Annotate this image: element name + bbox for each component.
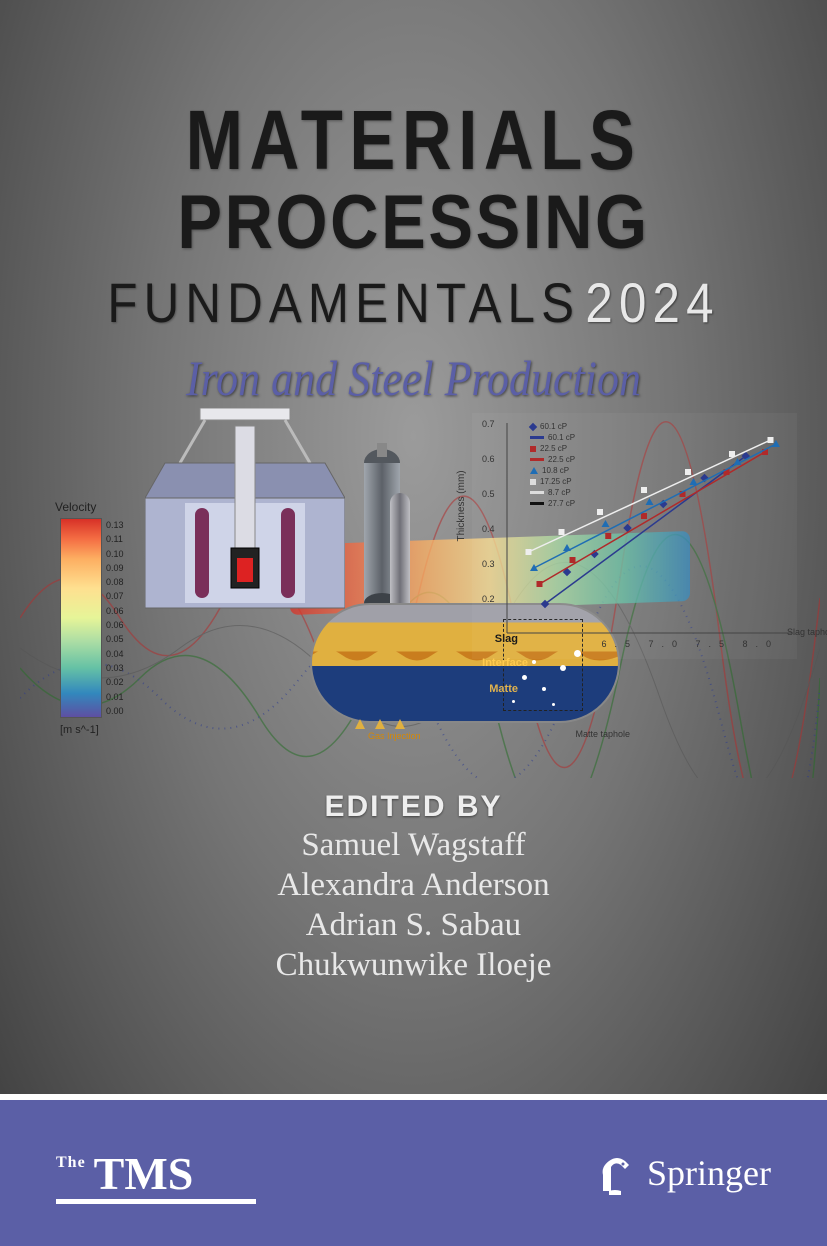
scatter-ytick: 0.7 — [482, 419, 495, 454]
tms-main: TMS — [94, 1147, 194, 1200]
legend-item: 10.8 cP — [530, 465, 575, 476]
bubble-dot — [552, 703, 555, 706]
editors-block: EDITED BY Samuel WagstaffAlexandra Ander… — [0, 790, 827, 984]
tms-logo: The TMS — [56, 1147, 193, 1200]
edited-by-label: EDITED BY — [0, 790, 827, 824]
title-block: MATERIALS PROCESSING FUNDAMENTALS 2024 I… — [0, 0, 827, 407]
legend-item: 22.5 cP — [530, 443, 575, 454]
colorbar-title: Velocity — [55, 500, 96, 514]
colorbar-tick: 0.10 — [106, 547, 124, 561]
legend-item: 22.5 cP — [530, 454, 575, 465]
legend-item: 60.1 cP — [530, 421, 575, 432]
legend-item: 27.7 cP — [530, 498, 575, 509]
editor-name: Alexandra Anderson — [0, 867, 827, 904]
illustration-composite: Velocity 0.130.110.100.090.080.070.060.0… — [50, 408, 777, 758]
bubble-dot — [532, 660, 536, 664]
colorbar-tick: 0.02 — [106, 675, 124, 689]
title-line2: PROCESSING — [50, 179, 778, 266]
springer-text: Springer — [647, 1152, 771, 1194]
scatter-legend: 60.1 cP60.1 cP22.5 cP22.5 cP10.8 cP17.25… — [530, 421, 575, 509]
editor-name: Chukwunwike Iloeje — [0, 947, 827, 984]
colorbar-tick: 0.08 — [106, 575, 124, 589]
scatter-xticks: 6.5 7.0 7.5 8.0 — [601, 639, 779, 649]
editor-name: Samuel Wagstaff — [0, 827, 827, 864]
scatter-svg — [472, 413, 797, 659]
colorbar-tick: 0.00 — [106, 704, 124, 718]
scatter-ytick: 0.3 — [482, 559, 495, 594]
tank-label-matte: Matte — [489, 683, 518, 695]
footer-bar: The TMS Springer — [0, 1094, 827, 1246]
legend-item: 60.1 cP — [530, 432, 575, 443]
colorbar-tick: 0.13 — [106, 518, 124, 532]
bubble-dot — [522, 675, 527, 680]
colorbar-tick: 0.03 — [106, 661, 124, 675]
scatter-ytick: 0.5 — [482, 489, 495, 524]
colorbar-ticks: 0.130.110.100.090.080.070.060.060.050.04… — [106, 518, 124, 718]
book-cover: MATERIALS PROCESSING FUNDAMENTALS 2024 I… — [0, 0, 827, 1246]
matte-taphole-label: Matte taphole — [575, 729, 630, 739]
title-line3: FUNDAMENTALS 2024 — [50, 270, 778, 335]
legend-item: 17.25 cP — [530, 476, 575, 487]
gas-injection-label: Gas Injection — [368, 731, 421, 741]
scatter-ylabel: Thickness (mm) — [456, 470, 467, 541]
scatter-yticks: 0.70.60.50.40.30.2 — [482, 419, 495, 629]
tank-stack — [390, 493, 410, 605]
editor-name: Adrian S. Sabau — [0, 907, 827, 944]
bubble-dot — [542, 687, 546, 691]
velocity-colorbar — [60, 518, 102, 718]
colorbar-tick: 0.11 — [106, 532, 124, 546]
colorbar-tick: 0.06 — [106, 618, 124, 632]
scatter-chart: Thickness (mm) 0.70.60.50.40.30.2 6.5 7.… — [472, 413, 797, 659]
title-line1: MATERIALS — [74, 92, 752, 189]
scatter-ytick: 0.4 — [482, 524, 495, 559]
scatter-ytick: 0.2 — [482, 594, 495, 629]
tms-the: The — [56, 1154, 86, 1172]
springer-horse-icon — [595, 1151, 635, 1195]
springer-logo: Springer — [595, 1151, 771, 1195]
colorbar-tick: 0.04 — [106, 647, 124, 661]
colorbar-tick: 0.09 — [106, 561, 124, 575]
colorbar-unit: [m s^-1] — [60, 724, 99, 736]
bubble-dot — [560, 665, 566, 671]
title-year: 2024 — [585, 270, 719, 335]
slag-taphole-label: Slag taphole — [787, 627, 827, 637]
colorbar-tick: 0.01 — [106, 690, 124, 704]
scatter-ytick: 0.6 — [482, 454, 495, 489]
title-fundamentals: FUNDAMENTALS — [107, 270, 580, 335]
bubble-dot — [512, 700, 515, 703]
tms-underline — [56, 1199, 256, 1204]
legend-item: 8.7 cP — [530, 487, 575, 498]
colorbar-tick: 0.06 — [106, 604, 124, 618]
colorbar-tick: 0.07 — [106, 589, 124, 603]
subtitle: Iron and Steel Production — [50, 349, 778, 407]
colorbar-tick: 0.05 — [106, 632, 124, 646]
